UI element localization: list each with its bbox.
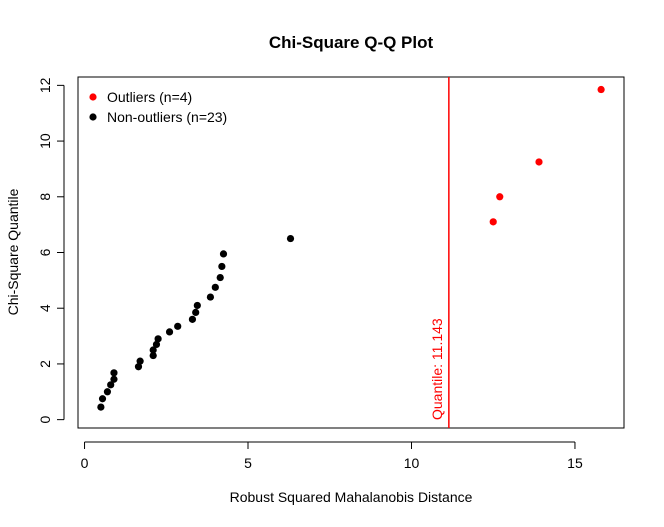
- y-tick-label: 8: [37, 193, 53, 201]
- legend-label: Non-outliers (n=23): [107, 109, 227, 125]
- legend: Outliers (n=4) Non-outliers (n=23): [89, 89, 227, 125]
- data-point: [211, 283, 219, 291]
- data-point: [136, 357, 144, 365]
- x-tick-label: 15: [567, 455, 583, 471]
- y-tick-label: 12: [37, 77, 53, 93]
- legend-marker: [89, 113, 97, 121]
- data-point: [154, 335, 162, 343]
- data-point: [107, 381, 115, 389]
- x-tick-label: 5: [244, 455, 252, 471]
- x-tick-label: 10: [404, 455, 420, 471]
- data-point: [496, 193, 504, 201]
- y-tick-label: 4: [37, 304, 53, 312]
- data-point: [206, 293, 215, 301]
- data-point: [193, 301, 201, 310]
- data-point: [597, 85, 605, 94]
- legend-label: Outliers (n=4): [107, 89, 192, 105]
- y-tick-label: 0: [37, 416, 53, 424]
- x-tick-label: 0: [81, 455, 89, 471]
- x-axis-label: Robust Squared Mahalanobis Distance: [230, 489, 473, 505]
- chart-title: Chi-Square Q-Q Plot: [269, 33, 434, 52]
- data-point: [535, 158, 543, 166]
- annotation-lines: Quantile: 11.143: [429, 77, 450, 428]
- data-point: [188, 315, 197, 323]
- data-point: [286, 234, 295, 243]
- data-point: [98, 395, 107, 403]
- data-point: [97, 403, 105, 411]
- quantile-label: Quantile: 11.143: [429, 318, 445, 420]
- data-point: [218, 262, 226, 271]
- data-point: [219, 250, 228, 258]
- y-tick-label: 6: [37, 248, 53, 256]
- plot-frame: [77, 76, 625, 429]
- data-point: [110, 375, 118, 383]
- y-axis: 0 2 4 6 8 10 12: [37, 77, 65, 424]
- data-point: [152, 340, 161, 349]
- data-point: [192, 308, 200, 316]
- data-point: [149, 346, 157, 354]
- data-point: [489, 218, 497, 226]
- data-point: [174, 322, 182, 330]
- data-point: [134, 363, 143, 371]
- y-tick-label: 10: [37, 133, 53, 149]
- data-point: [216, 273, 224, 282]
- y-tick-label: 2: [37, 360, 53, 368]
- y-axis-label: Chi-Square Quantile: [5, 188, 21, 315]
- legend-marker: [89, 93, 97, 101]
- data-point: [103, 388, 112, 396]
- data-point: [110, 369, 118, 377]
- data-point: [165, 328, 174, 336]
- data-point: [149, 351, 157, 360]
- data-points: [97, 85, 605, 411]
- x-axis: 0 5 10 15: [81, 441, 583, 471]
